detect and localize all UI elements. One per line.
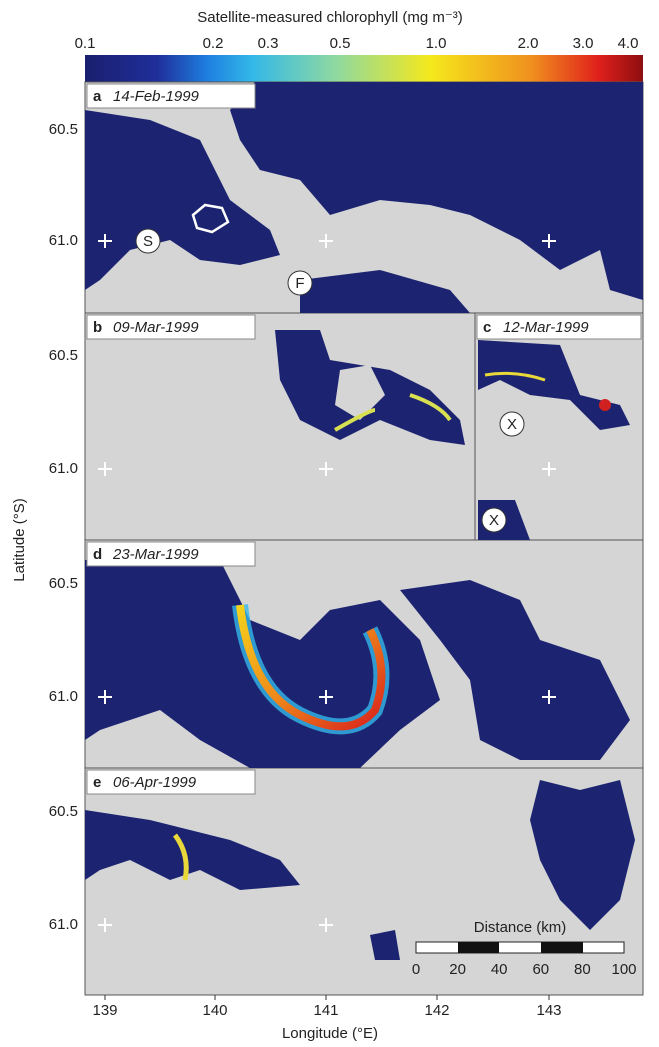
scale-bar-segment <box>458 942 499 953</box>
x-axis-title: Longitude (°E) <box>282 1025 378 1042</box>
panel-date: 23-Mar-1999 <box>112 546 199 563</box>
panel-date: 14-Feb-1999 <box>113 88 200 105</box>
panel-letter: b <box>93 319 102 336</box>
marker-label: X <box>507 416 517 433</box>
colorbar <box>85 55 643 82</box>
panel-date: 12-Mar-1999 <box>503 319 589 336</box>
panel-letter: a <box>93 88 102 105</box>
scale-bar-segment <box>541 942 583 953</box>
panel-date: 09-Mar-1999 <box>113 319 199 336</box>
y-tick-label: 61.0 <box>49 232 78 249</box>
scale-bar-title: Distance (km) <box>474 919 567 936</box>
panel-date: 06-Apr-1999 <box>113 774 197 791</box>
y-tick-label: 61.0 <box>49 916 78 933</box>
scale-bar-tick-label: 40 <box>491 961 508 978</box>
colorbar-tick-label: 0.1 <box>75 35 96 52</box>
x-tick-label: 141 <box>313 1002 338 1019</box>
panel-letter: e <box>93 774 101 791</box>
scale-bar-tick-label: 100 <box>611 961 636 978</box>
panel-letter: d <box>93 546 102 563</box>
figure: Satellite-measured chlorophyll (mg m⁻³) … <box>0 0 659 1047</box>
colorbar-title: Satellite-measured chlorophyll (mg m⁻³) <box>197 9 463 26</box>
colorbar-tick-label: 2.0 <box>518 35 539 52</box>
y-axis-title: Latitude (°S) <box>11 498 28 582</box>
x-tick-label: 140 <box>202 1002 227 1019</box>
y-tick-label: 60.5 <box>49 575 78 592</box>
y-tick-label: 60.5 <box>49 347 78 364</box>
colorbar-tick-label: 0.3 <box>258 35 279 52</box>
colorbar-tick-label: 3.0 <box>573 35 594 52</box>
scale-bar-tick-label: 20 <box>449 961 466 978</box>
marker-label: F <box>295 275 304 292</box>
colorbar-tick-label: 0.2 <box>203 35 224 52</box>
y-tick-label: 60.5 <box>49 121 78 138</box>
scale-bar-tick-label: 0 <box>412 961 420 978</box>
x-tick-label: 143 <box>536 1002 561 1019</box>
x-tick-label: 139 <box>92 1002 117 1019</box>
x-tick-label: 142 <box>424 1002 449 1019</box>
colorbar-ticks: 0.1 0.2 0.3 0.5 1.0 2.0 3.0 4.0 <box>75 35 639 52</box>
colorbar-tick-label: 0.5 <box>330 35 351 52</box>
colorbar-tick-label: 1.0 <box>426 35 447 52</box>
scale-bar-tick-label: 80 <box>574 961 591 978</box>
bloom-spot <box>599 399 611 411</box>
marker-label: S <box>143 233 153 250</box>
y-tick-label: 60.5 <box>49 803 78 820</box>
colorbar-tick-label: 4.0 <box>618 35 639 52</box>
scale-bar-tick-label: 60 <box>532 961 549 978</box>
chlorophyll-patch <box>370 930 400 960</box>
y-tick-label: 61.0 <box>49 688 78 705</box>
panel-letter: c <box>483 319 491 336</box>
scale-bar-frame <box>416 942 624 953</box>
y-tick-label: 61.0 <box>49 460 78 477</box>
marker-label: X <box>489 512 499 529</box>
